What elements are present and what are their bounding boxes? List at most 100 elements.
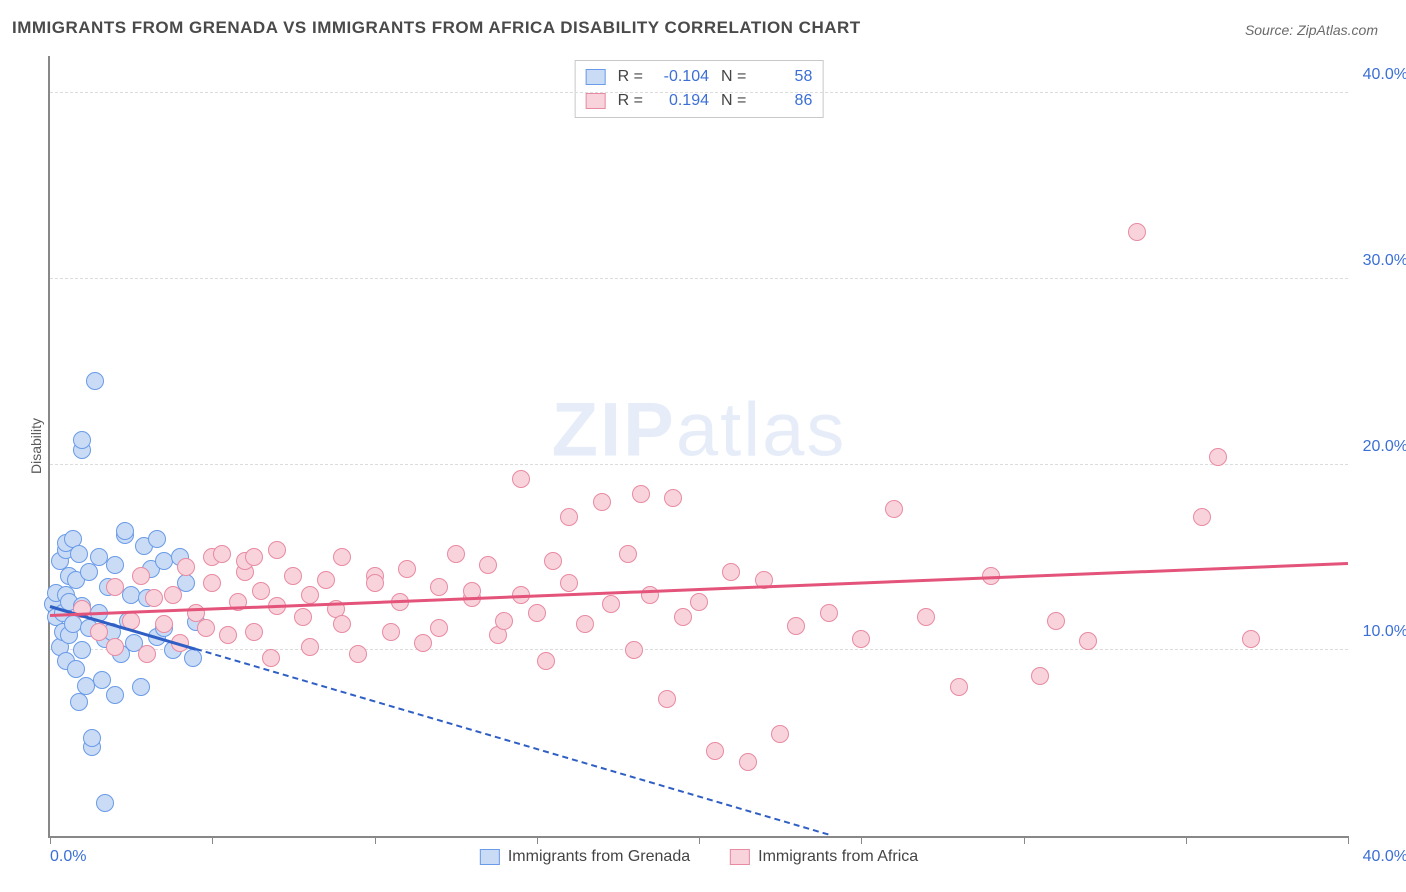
data-point — [619, 545, 637, 563]
legend-label-grenada: Immigrants from Grenada — [508, 848, 690, 866]
data-point — [430, 619, 448, 637]
data-point — [138, 645, 156, 663]
data-point — [382, 623, 400, 641]
data-point — [219, 626, 237, 644]
legend-swatch-grenada — [480, 849, 500, 865]
data-point — [148, 530, 166, 548]
data-point — [495, 612, 513, 630]
y-tick-label: 40.0% — [1363, 66, 1406, 84]
source-attribution: Source: ZipAtlas.com — [1245, 22, 1378, 38]
legend-swatch-africa — [730, 849, 750, 865]
data-point — [674, 608, 692, 626]
trend-line — [196, 648, 829, 836]
data-point — [398, 560, 416, 578]
data-point — [430, 578, 448, 596]
data-point — [641, 586, 659, 604]
data-point — [593, 493, 611, 511]
y-axis-label: Disability — [28, 418, 44, 474]
chart-title: IMMIGRANTS FROM GRENADA VS IMMIGRANTS FR… — [12, 18, 861, 38]
data-point — [771, 725, 789, 743]
swatch-africa — [586, 93, 606, 109]
y-tick-label: 10.0% — [1363, 623, 1406, 641]
data-point — [1193, 508, 1211, 526]
data-point — [544, 552, 562, 570]
data-point — [73, 431, 91, 449]
scatter-plot-area: ZIPatlas R =-0.104 N =58 R =0.194 N =86 … — [48, 56, 1348, 838]
data-point — [132, 678, 150, 696]
data-point — [664, 489, 682, 507]
data-point — [106, 556, 124, 574]
data-point — [447, 545, 465, 563]
data-point — [252, 582, 270, 600]
series-legend: Immigrants from Grenada Immigrants from … — [480, 848, 918, 866]
data-point — [301, 638, 319, 656]
data-point — [1047, 612, 1065, 630]
legend-label-africa: Immigrants from Africa — [758, 848, 918, 866]
grid-line — [50, 278, 1348, 279]
grid-line — [50, 649, 1348, 650]
data-point — [294, 608, 312, 626]
data-point — [366, 574, 384, 592]
data-point — [90, 623, 108, 641]
data-point — [317, 571, 335, 589]
data-point — [512, 470, 530, 488]
data-point — [602, 595, 620, 613]
data-point — [632, 485, 650, 503]
data-point — [284, 567, 302, 585]
x-tick — [537, 836, 538, 844]
data-point — [1128, 223, 1146, 241]
data-point — [106, 578, 124, 596]
data-point — [262, 649, 280, 667]
data-point — [106, 638, 124, 656]
x-tick — [375, 836, 376, 844]
x-axis-max-label: 40.0% — [1363, 848, 1406, 866]
data-point — [820, 604, 838, 622]
legend-item-grenada: Immigrants from Grenada — [480, 848, 690, 866]
data-point — [203, 574, 221, 592]
x-tick — [1348, 836, 1349, 844]
data-point — [145, 589, 163, 607]
x-axis-min-label: 0.0% — [50, 848, 86, 866]
data-point — [537, 652, 555, 670]
data-point — [349, 645, 367, 663]
data-point — [86, 372, 104, 390]
data-point — [528, 604, 546, 622]
data-point — [106, 686, 124, 704]
data-point — [479, 556, 497, 574]
x-tick — [699, 836, 700, 844]
data-point — [787, 617, 805, 635]
data-point — [706, 742, 724, 760]
x-tick — [861, 836, 862, 844]
watermark: ZIPatlas — [552, 387, 847, 474]
data-point — [155, 552, 173, 570]
swatch-grenada — [586, 69, 606, 85]
stats-row-grenada: R =-0.104 N =58 — [586, 65, 813, 89]
legend-item-africa: Immigrants from Africa — [730, 848, 918, 866]
data-point — [560, 574, 578, 592]
x-tick — [212, 836, 213, 844]
data-point — [1242, 630, 1260, 648]
data-point — [213, 545, 231, 563]
y-tick-label: 30.0% — [1363, 252, 1406, 270]
data-point — [885, 500, 903, 518]
data-point — [184, 649, 202, 667]
data-point — [70, 693, 88, 711]
data-point — [414, 634, 432, 652]
data-point — [333, 548, 351, 566]
data-point — [301, 586, 319, 604]
data-point — [96, 794, 114, 812]
data-point — [245, 548, 263, 566]
data-point — [268, 541, 286, 559]
data-point — [625, 641, 643, 659]
data-point — [917, 608, 935, 626]
data-point — [197, 619, 215, 637]
correlation-stats-box: R =-0.104 N =58 R =0.194 N =86 — [575, 60, 824, 118]
x-tick — [1186, 836, 1187, 844]
data-point — [576, 615, 594, 633]
data-point — [155, 615, 173, 633]
data-point — [67, 660, 85, 678]
y-tick-label: 20.0% — [1363, 438, 1406, 456]
data-point — [73, 641, 91, 659]
data-point — [852, 630, 870, 648]
x-tick — [50, 836, 51, 844]
